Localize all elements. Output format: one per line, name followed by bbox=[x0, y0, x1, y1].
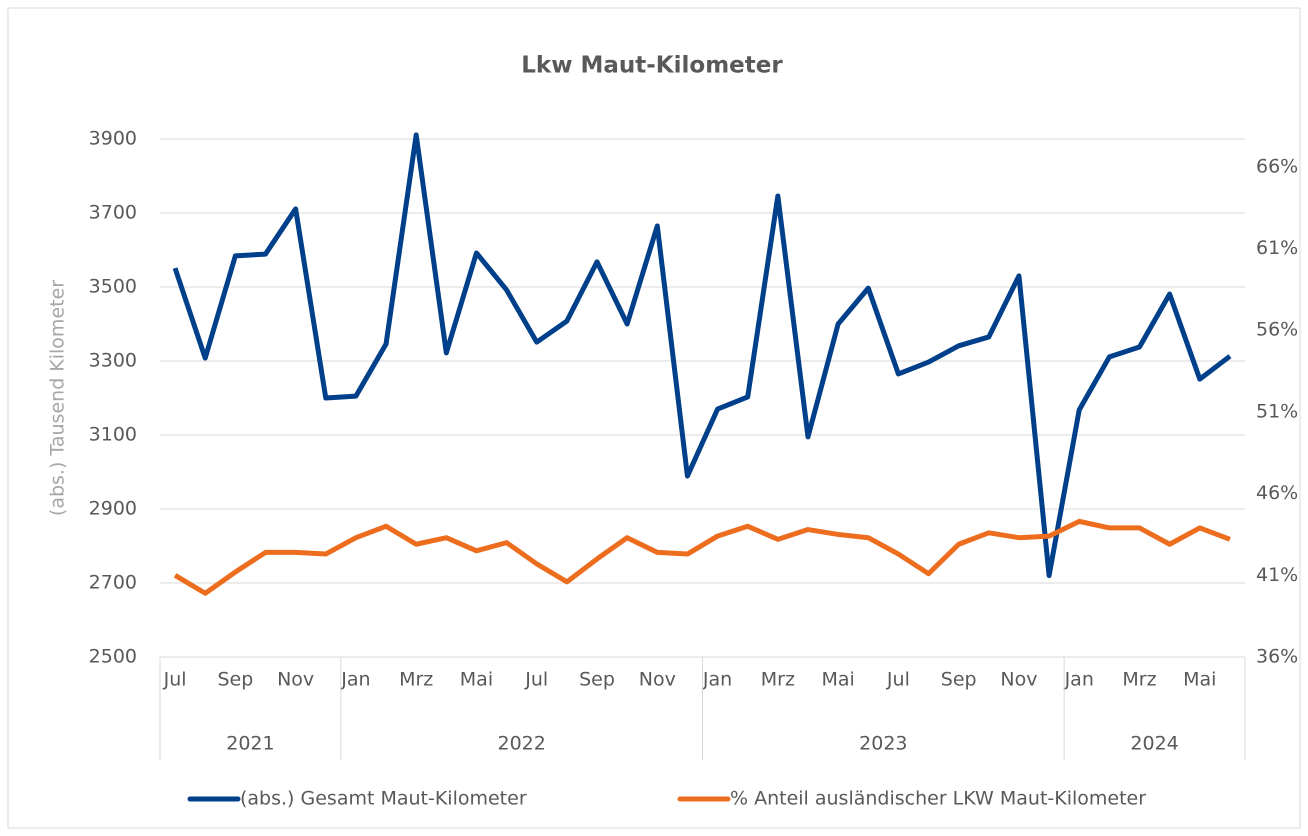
x-tick-label: Nov bbox=[1000, 669, 1037, 691]
x-tick-label: Jan bbox=[340, 669, 370, 691]
series-line bbox=[172, 132, 1232, 579]
y-tick-label: 2900 bbox=[89, 498, 137, 520]
y2-tick-label: 56% bbox=[1256, 319, 1298, 341]
x-tick-label: Nov bbox=[639, 669, 676, 691]
y-tick-label: 3500 bbox=[89, 276, 137, 298]
y-tick-label: 3300 bbox=[89, 350, 137, 372]
x-tick-label: Sep bbox=[579, 669, 615, 691]
chart-border bbox=[7, 7, 1301, 829]
year-label: 2021 bbox=[226, 733, 274, 755]
y-axis-title: (abs.) Tausend Kilometer bbox=[47, 280, 69, 516]
series-line bbox=[173, 518, 1231, 596]
x-tick-label: Jul bbox=[524, 669, 548, 691]
x-tick-label: Mrz bbox=[1122, 669, 1156, 691]
year-label: 2024 bbox=[1130, 733, 1178, 755]
x-tick-label: Mai bbox=[1183, 669, 1216, 691]
y-tick-label: 2700 bbox=[89, 572, 137, 594]
x-tick-label: Mai bbox=[821, 669, 854, 691]
chart-title: Lkw Maut-Kilometer bbox=[521, 53, 783, 79]
y2-tick-label: 61% bbox=[1256, 237, 1298, 259]
x-tick-label: Mrz bbox=[399, 669, 433, 691]
x-tick-label: Mrz bbox=[761, 669, 795, 691]
y-tick-label: 2500 bbox=[89, 646, 137, 668]
year-label: 2023 bbox=[859, 733, 907, 755]
x-tick-label: Jan bbox=[702, 669, 732, 691]
legend-label: % Anteil ausländischer LKW Maut-Kilomete… bbox=[730, 788, 1146, 810]
y2-tick-label: 36% bbox=[1256, 646, 1298, 668]
year-label: 2022 bbox=[497, 733, 545, 755]
y2-tick-label: 46% bbox=[1256, 482, 1298, 504]
x-tick-label: Sep bbox=[941, 669, 977, 691]
x-tick-label: Nov bbox=[277, 669, 314, 691]
x-tick-label: Jan bbox=[1064, 669, 1094, 691]
legend-label: (abs.) Gesamt Maut-Kilometer bbox=[240, 788, 527, 810]
x-tick-label: Jul bbox=[886, 669, 910, 691]
y2-tick-label: 51% bbox=[1256, 400, 1298, 422]
x-tick-label: Mai bbox=[460, 669, 493, 691]
x-tick-label: Jul bbox=[163, 669, 187, 691]
y-tick-label: 3900 bbox=[89, 128, 137, 150]
y2-tick-label: 41% bbox=[1256, 564, 1298, 586]
y-tick-label: 3100 bbox=[89, 424, 137, 446]
x-tick-label: Sep bbox=[217, 669, 253, 691]
y2-tick-label: 66% bbox=[1256, 155, 1298, 177]
y-tick-label: 3700 bbox=[89, 202, 137, 224]
